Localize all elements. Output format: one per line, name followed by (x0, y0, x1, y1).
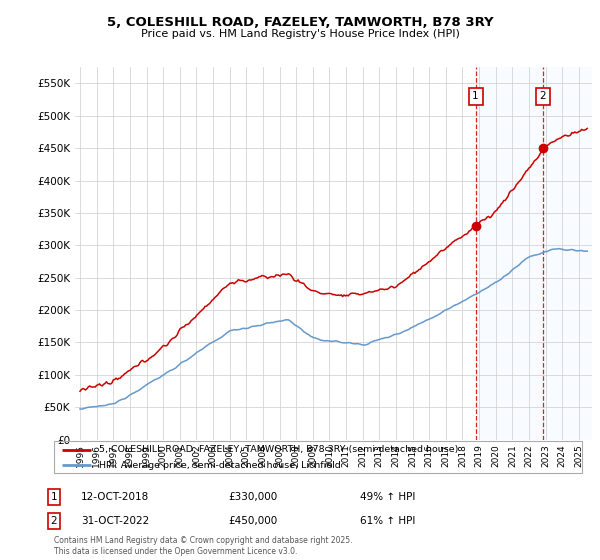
Text: 12-OCT-2018: 12-OCT-2018 (81, 492, 149, 502)
Text: Price paid vs. HM Land Registry's House Price Index (HPI): Price paid vs. HM Land Registry's House … (140, 29, 460, 39)
Text: 61% ↑ HPI: 61% ↑ HPI (360, 516, 415, 526)
Text: 49% ↑ HPI: 49% ↑ HPI (360, 492, 415, 502)
Text: 1: 1 (472, 91, 479, 101)
Text: £330,000: £330,000 (228, 492, 277, 502)
Text: Contains HM Land Registry data © Crown copyright and database right 2025.
This d: Contains HM Land Registry data © Crown c… (54, 536, 353, 556)
Text: 31-OCT-2022: 31-OCT-2022 (81, 516, 149, 526)
Text: 5, COLESHILL ROAD, FAZELEY, TAMWORTH, B78 3RY (semi-detached house): 5, COLESHILL ROAD, FAZELEY, TAMWORTH, B7… (99, 445, 458, 454)
Text: 2: 2 (50, 516, 58, 526)
Text: 2: 2 (539, 91, 546, 101)
Bar (476, 67, 592, 440)
Text: 1: 1 (50, 492, 58, 502)
Text: £450,000: £450,000 (228, 516, 277, 526)
Text: 5, COLESHILL ROAD, FAZELEY, TAMWORTH, B78 3RY: 5, COLESHILL ROAD, FAZELEY, TAMWORTH, B7… (107, 16, 493, 29)
Text: HPI: Average price, semi-detached house, Lichfield: HPI: Average price, semi-detached house,… (99, 461, 341, 470)
